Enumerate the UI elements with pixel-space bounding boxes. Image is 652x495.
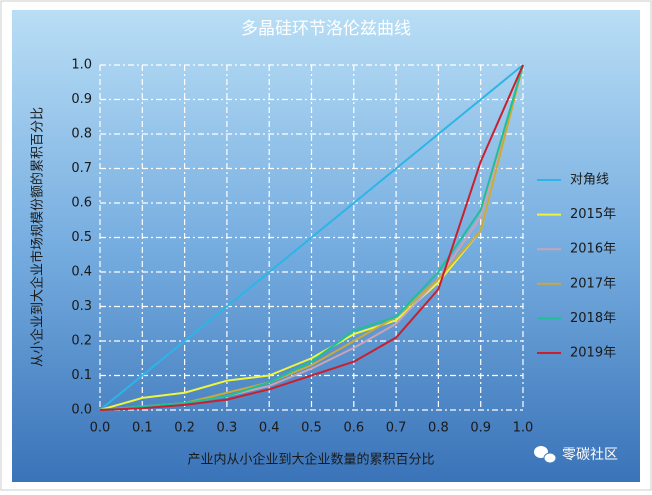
y-tick-label: 0.7 [71, 161, 92, 176]
y-tick-label: 0.5 [71, 230, 92, 245]
y-axis-label: 从小企业到大企业市场规模份额的累积百分比 [30, 107, 46, 367]
y-tick-label: 0.0 [71, 403, 92, 418]
series-line [99, 64, 524, 411]
x-tick-label: 0.8 [428, 421, 449, 436]
series-line [99, 64, 524, 411]
x-tick-label: 0.7 [386, 421, 407, 436]
legend-label: 2017年 [570, 276, 616, 291]
y-tick-label: 0.3 [71, 299, 92, 314]
x-axis-label: 产业内从小企业到大企业数量的累积百分比 [187, 452, 434, 468]
y-tick-label: 0.9 [71, 92, 92, 107]
y-tick-label: 0.2 [71, 334, 92, 349]
x-tick-label: 0.2 [174, 421, 195, 436]
watermark: 零碳社区 [562, 447, 618, 463]
x-tick-label: 0.3 [217, 421, 238, 436]
legend-label: 2018年 [570, 311, 616, 326]
series-line [99, 64, 524, 411]
y-tick-label: 0.8 [71, 127, 92, 142]
y-tick-label: 0.6 [71, 196, 92, 211]
x-tick-label: 0.9 [470, 421, 491, 436]
x-tick-label: 0.4 [259, 421, 280, 436]
watermark-icon [534, 446, 557, 464]
panel [12, 10, 640, 482]
legend-label: 2015年 [570, 207, 616, 222]
x-tick-label: 0.5 [301, 421, 322, 436]
y-tick-label: 0.1 [71, 368, 92, 383]
legend-label: 对角线 [570, 173, 609, 188]
chart-title: 多晶硅环节洛伦兹曲线 [241, 19, 411, 39]
x-tick-label: 1.0 [513, 421, 534, 436]
x-tick-label: 0.1 [132, 421, 153, 436]
series-line [99, 64, 524, 411]
y-tick-label: 1.0 [71, 58, 92, 73]
legend-label: 2019年 [570, 346, 616, 361]
legend-label: 2016年 [570, 242, 616, 257]
y-tick-label: 0.4 [71, 265, 92, 280]
x-tick-label: 0.0 [90, 421, 111, 436]
x-tick-label: 0.6 [343, 421, 364, 436]
